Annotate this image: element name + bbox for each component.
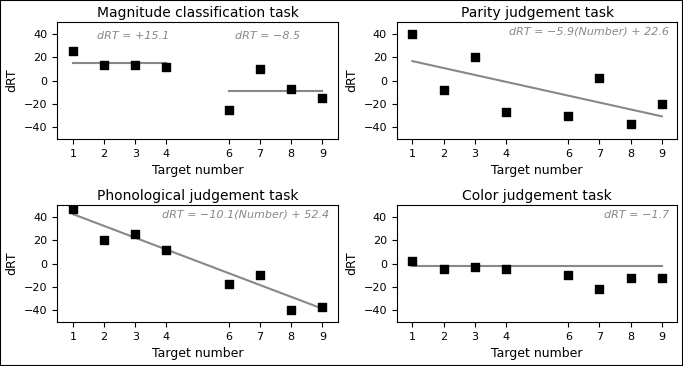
Point [255,66,266,72]
X-axis label: Target number: Target number [491,164,583,178]
Point [594,287,605,292]
Point [98,63,109,68]
Point [625,275,636,281]
Point [656,275,667,281]
Title: Parity judgement task: Parity judgement task [460,5,613,19]
Point [594,75,605,81]
Y-axis label: dRT: dRT [345,69,358,93]
Point [98,237,109,243]
Point [255,272,266,278]
Title: Color judgement task: Color judgement task [462,188,612,202]
Y-axis label: dRT: dRT [5,252,18,276]
Point [130,231,141,237]
Point [223,107,234,113]
Point [563,113,574,119]
Point [130,63,141,68]
X-axis label: Target number: Target number [491,347,583,361]
Point [68,206,79,212]
Text: dRT = +15.1: dRT = +15.1 [97,31,169,41]
Point [469,54,480,60]
Point [656,101,667,107]
Point [438,266,449,272]
Text: dRT = −10.1(Number) + 52.4: dRT = −10.1(Number) + 52.4 [163,210,330,220]
Point [223,281,234,287]
Point [285,86,296,92]
Point [407,258,418,264]
Point [501,109,512,115]
X-axis label: Target number: Target number [152,164,243,178]
Point [501,266,512,272]
Text: dRT = −1.7: dRT = −1.7 [604,210,669,220]
Point [317,95,328,101]
Point [161,64,172,70]
Point [68,48,79,54]
Point [317,304,328,310]
Point [407,31,418,37]
Title: Magnitude classification task: Magnitude classification task [97,5,298,19]
X-axis label: Target number: Target number [152,347,243,361]
Point [625,121,636,127]
Point [469,264,480,270]
Title: Phonological judgement task: Phonological judgement task [97,188,298,202]
Point [161,247,172,253]
Point [285,307,296,313]
Point [563,272,574,278]
Y-axis label: dRT: dRT [5,69,18,93]
Y-axis label: dRT: dRT [345,252,358,276]
Point [438,87,449,93]
Text: dRT = −8.5: dRT = −8.5 [235,31,301,41]
Text: dRT = −5.9(Number) + 22.6: dRT = −5.9(Number) + 22.6 [509,27,669,37]
